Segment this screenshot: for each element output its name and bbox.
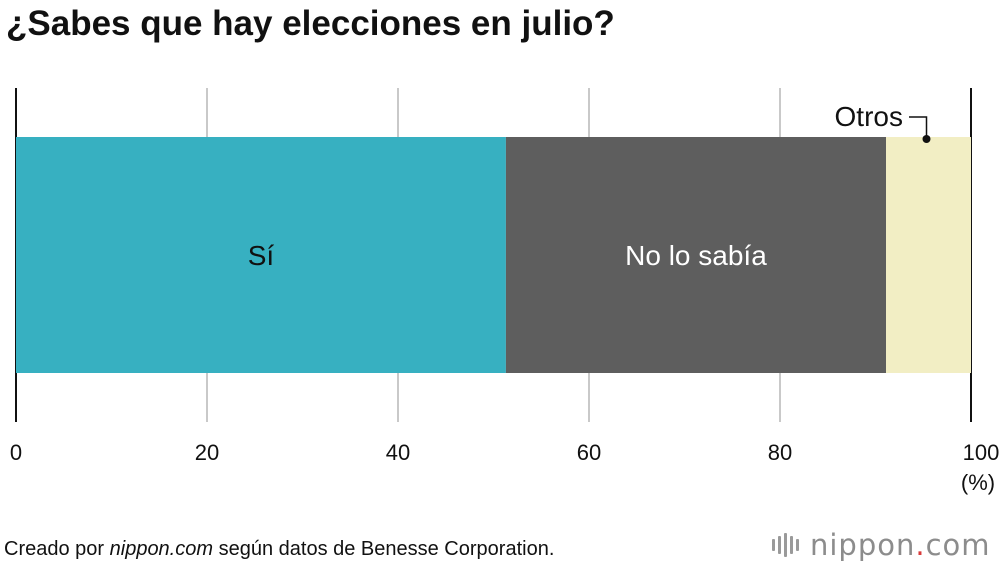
bar-segment-1	[16, 137, 506, 373]
tick-label-60: 60	[577, 440, 601, 465]
tick-label-80: 80	[768, 440, 792, 465]
brand-dot: .	[915, 528, 926, 562]
brand-name: nippon.com	[810, 528, 991, 562]
bar-segment-2	[505, 137, 887, 373]
tick-label-40: 40	[386, 440, 410, 465]
unit-label: (%)	[961, 470, 995, 495]
callout-dot	[922, 135, 931, 143]
tick-label-100: 100	[963, 440, 1000, 465]
tick-label-0: 0	[10, 440, 22, 465]
segment-label-3: Otros	[835, 101, 903, 132]
bar-segment-3	[886, 137, 971, 373]
brand-logo: nippon.com	[772, 528, 991, 562]
callout-line	[909, 116, 928, 138]
tick-label-20: 20	[195, 440, 219, 465]
source-suffix: según datos de Benesse Corporation.	[213, 538, 555, 560]
chart-title: ¿Sabes que hay elecciones en julio?	[6, 4, 615, 43]
segment-label-2: No lo sabía	[625, 240, 767, 271]
segment-label-1: Sí	[248, 240, 275, 271]
source-site: nippon.com	[109, 538, 214, 560]
source-note: Creado por nippon.com según datos de Ben…	[4, 538, 554, 561]
source-prefix: Creado por	[4, 538, 110, 560]
brand-bars-icon	[772, 533, 802, 557]
